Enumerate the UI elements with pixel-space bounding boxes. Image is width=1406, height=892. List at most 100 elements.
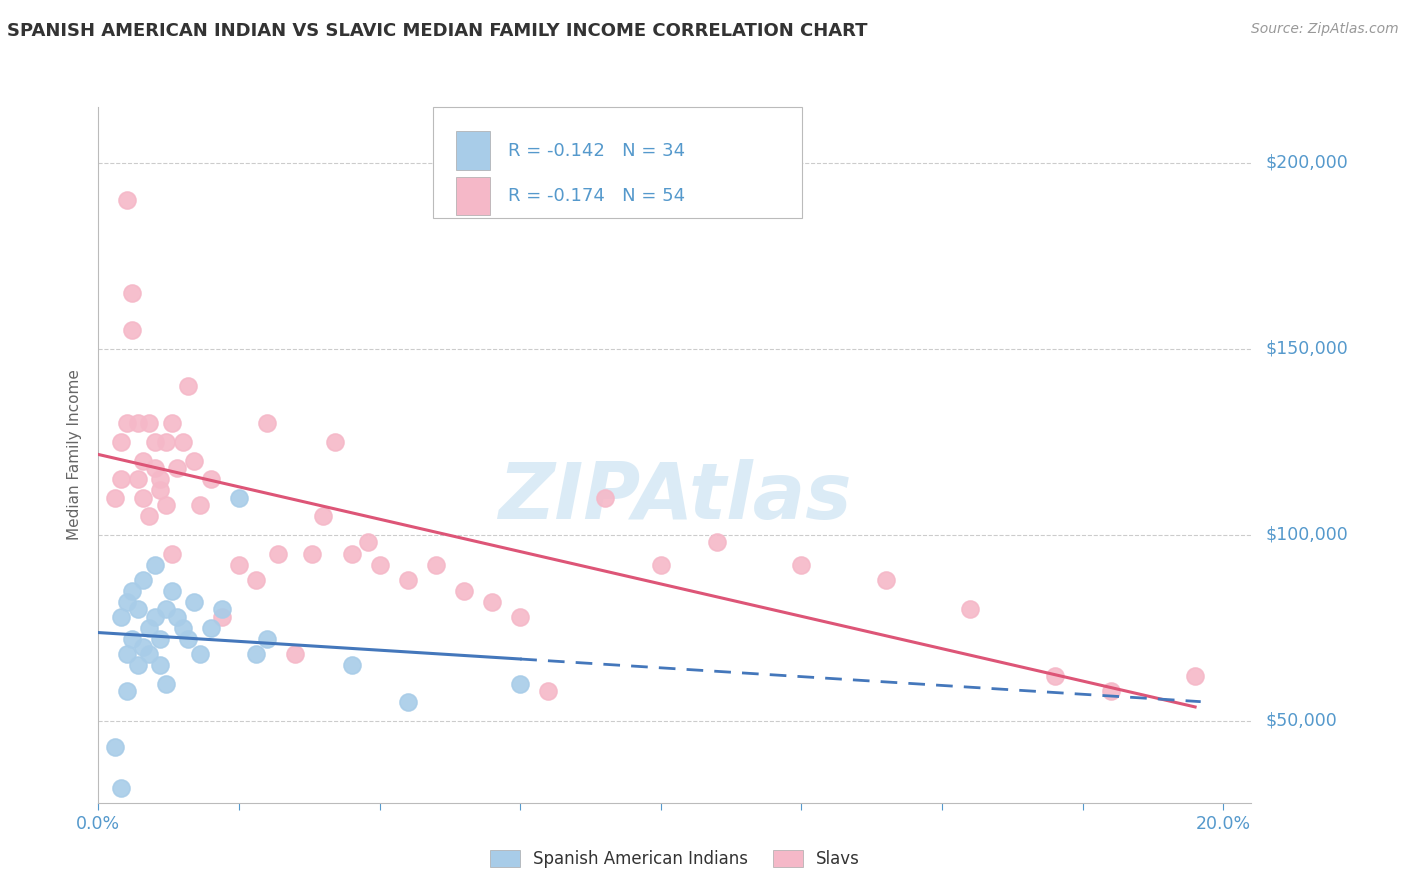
Bar [456,131,491,169]
Point [143,609,166,624]
Point [104,491,127,505]
Point [183,453,205,467]
Point [121,583,143,598]
Text: $50,000: $50,000 [1265,712,1337,730]
Point [1099,684,1122,698]
Point [160,547,183,561]
Point [211,609,233,624]
Point [256,417,278,431]
Point [155,677,177,691]
Point [121,632,143,646]
Point [228,491,250,505]
Point [110,434,132,449]
Point [172,434,194,449]
Text: Source: ZipAtlas.com: Source: ZipAtlas.com [1251,22,1399,37]
Point [200,621,222,635]
Point [138,417,160,431]
Point [155,434,177,449]
Point [138,647,160,661]
Point [1043,669,1066,683]
Point [301,547,323,561]
Point [177,632,200,646]
Point [312,509,335,524]
Point [160,417,183,431]
Point [121,323,143,337]
Point [149,658,172,673]
Point [228,558,250,572]
Point [166,609,188,624]
Point [245,647,267,661]
Point [481,595,503,609]
Point [396,695,419,709]
Point [138,509,160,524]
Point [149,632,172,646]
Point [115,193,138,207]
Point [149,483,172,498]
Point [115,684,138,698]
Bar [456,177,491,215]
Point [132,640,155,654]
Point [127,417,149,431]
Point [340,547,363,561]
Point [396,573,419,587]
Point [127,658,149,673]
Point [453,583,475,598]
Point [593,491,616,505]
Text: R = -0.142   N = 34: R = -0.142 N = 34 [508,142,685,160]
Text: SPANISH AMERICAN INDIAN VS SLAVIC MEDIAN FAMILY INCOME CORRELATION CHART: SPANISH AMERICAN INDIAN VS SLAVIC MEDIAN… [7,22,868,40]
Point [357,535,380,549]
Text: $200,000: $200,000 [1265,153,1348,172]
Point [188,498,211,512]
Text: R = -0.174   N = 54: R = -0.174 N = 54 [508,186,685,205]
Point [323,434,346,449]
Point [110,780,132,795]
Point [149,472,172,486]
Point [127,602,149,616]
Point [155,498,177,512]
Text: ZIPAtlas: ZIPAtlas [498,458,852,534]
FancyBboxPatch shape [433,107,801,219]
Point [959,602,981,616]
Point [143,558,166,572]
Point [245,573,267,587]
Point [132,453,155,467]
Y-axis label: Median Family Income: Median Family Income [67,369,83,541]
Point [537,684,560,698]
Point [160,583,183,598]
Point [155,602,177,616]
Point [706,535,728,549]
Point [121,286,143,301]
Point [188,647,211,661]
Point [177,379,200,393]
Point [267,547,290,561]
Point [200,472,222,486]
Point [166,461,188,475]
Point [132,573,155,587]
Point [143,434,166,449]
Point [115,417,138,431]
Point [509,609,531,624]
Point [256,632,278,646]
Point [284,647,307,661]
Point [115,647,138,661]
Point [425,558,447,572]
Point [509,677,531,691]
Point [138,621,160,635]
Text: $150,000: $150,000 [1265,340,1348,358]
Legend: Spanish American Indians, Slavs: Spanish American Indians, Slavs [482,843,868,874]
Point [183,595,205,609]
Point [132,491,155,505]
Point [110,609,132,624]
Point [875,573,897,587]
Point [143,461,166,475]
Point [368,558,391,572]
Point [172,621,194,635]
Point [110,472,132,486]
Point [1184,669,1206,683]
Point [790,558,813,572]
Point [104,739,127,754]
Point [340,658,363,673]
Point [211,602,233,616]
Point [127,472,149,486]
Point [650,558,672,572]
